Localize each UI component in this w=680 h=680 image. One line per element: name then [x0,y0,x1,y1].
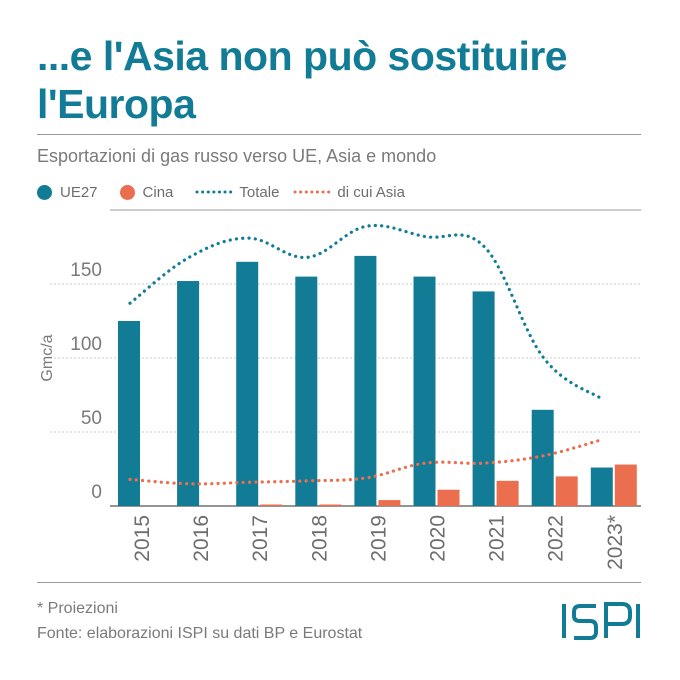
bar-ue27-2022 [531,409,554,506]
legend-swatch-cina [119,184,135,200]
title-divider [37,134,641,135]
footnote-projections: * Proiezioni [37,600,118,617]
chart-subtitle: Esportazioni di gas russo verso UE, Asia… [37,146,437,166]
x-tick-label-2018: 2018 [308,515,331,562]
bar-cina-2022 [555,476,578,506]
bar-cina-2018 [319,504,342,506]
source-note: Fonte: elaborazioni ISPI su dati BP e Eu… [37,625,363,642]
y-tick-label-100: 100 [70,334,102,355]
y-tick-label-150: 150 [70,260,102,281]
bar-cina-2021 [496,480,519,506]
line-di-cui-asia [128,437,605,486]
bar-ue27-2023* [590,467,613,506]
bar-ue27-2015 [118,321,140,506]
x-tick-label-2019: 2019 [367,515,390,562]
x-tick-label-2016: 2016 [190,515,213,562]
bar-ue27-2018 [295,276,318,506]
x-tick-label-2020: 2020 [427,515,450,562]
x-tick-label-2017: 2017 [249,515,272,562]
legend: UE27 Cina Totale di cui Asia [37,182,427,202]
chart-title: ...e l'Asia non può sostituire l'Europa [37,33,568,127]
legend-item-ue27: UE27 [37,184,98,201]
legend-label-asia: di cui Asia [337,183,405,201]
legend-item-cina: Cina [119,183,174,201]
legend-label-ue27: UE27 [60,183,98,201]
bar-cina-2020 [437,489,460,506]
bar-cina-2023* [614,464,637,506]
legend-swatch-totale [195,190,236,194]
footer-divider [37,582,641,583]
y-tick-label-50: 50 [81,408,102,429]
bar-ue27-2020 [413,276,436,506]
x-tick-label-2015: 2015 [131,515,154,562]
ispi-logo [562,602,640,640]
bar-cina-2019 [378,500,401,506]
x-tick-label-2023: 2023* [604,515,627,570]
x-tick-label-2022: 2022 [545,515,568,562]
x-tick-label-2021: 2021 [486,515,509,562]
bar-ue27-2019 [354,255,377,506]
y-tick-label-0: 0 [91,482,102,503]
legend-label-totale: Totale [239,183,280,201]
legend-swatch-asia [293,190,334,194]
bar-ue27-2016 [177,281,200,506]
legend-item-asia: di cui Asia [293,184,405,201]
line-totale [128,223,605,402]
legend-item-totale: Totale [195,184,279,201]
y-axis-label: Gmc/a [39,334,56,381]
bar-ue27-2017 [236,261,259,506]
legend-label-cina: Cina [142,183,174,201]
bar-ue27-2021 [472,291,495,506]
bar-cina-2017 [260,504,283,506]
legend-swatch-ue27 [37,184,52,200]
